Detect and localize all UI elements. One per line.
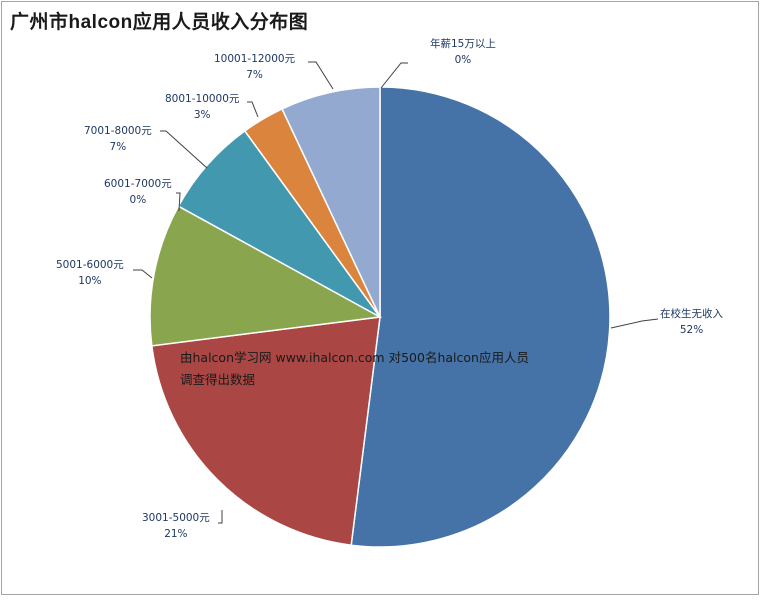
pie-slice <box>281 86 381 318</box>
label-no-income: 在校生无收入 52% <box>660 306 723 338</box>
pie-slice <box>149 205 383 347</box>
pie-slice <box>150 316 381 547</box>
pie-slices <box>149 86 611 548</box>
label-percent: 52% <box>679 324 704 336</box>
label-8001-10000: 8001-10000元 3% <box>165 91 239 123</box>
label-category: 10001-12000元 <box>214 53 296 65</box>
label-percent: 7% <box>246 69 263 81</box>
label-5001-6000: 5001-6000元 10% <box>56 257 124 289</box>
label-percent: 0% <box>129 194 147 206</box>
label-category: 在校生无收入 <box>660 308 723 320</box>
label-percent: 7% <box>109 141 127 153</box>
label-6001-7000: 6001-7000元 0% <box>104 176 172 208</box>
data-source-note: 由halcon学习网 www.ihalcon.com 对500名halcon应用… <box>180 347 529 391</box>
label-percent: 21% <box>164 528 188 540</box>
label-percent: 3% <box>193 109 211 121</box>
label-10001-12000: 10001-12000元 7% <box>214 51 295 83</box>
label-category: 3001-5000元 <box>142 512 210 524</box>
label-category: 6001-7000元 <box>104 178 172 190</box>
label-category: 年薪15万以上 <box>430 38 496 50</box>
label-3001-5000: 3001-5000元 21% <box>142 510 210 542</box>
label-150k-plus: 年薪15万以上 0% <box>430 36 496 68</box>
note-line-1: 由halcon学习网 www.ihalcon.com 对500名halcon应用… <box>180 350 529 365</box>
label-category: 8001-10000元 <box>165 93 240 105</box>
label-category: 5001-6000元 <box>56 259 124 271</box>
label-percent: 0% <box>454 54 472 66</box>
label-percent: 10% <box>78 275 102 287</box>
label-category: 7001-8000元 <box>84 125 152 137</box>
note-line-2: 调查得出数据 <box>180 372 256 387</box>
pie-slice <box>350 86 611 548</box>
label-7001-8000: 7001-8000元 7% <box>84 123 152 155</box>
leader-lines <box>133 61 659 524</box>
chart-title: 广州市halcon应用人员收入分布图 <box>10 12 309 33</box>
